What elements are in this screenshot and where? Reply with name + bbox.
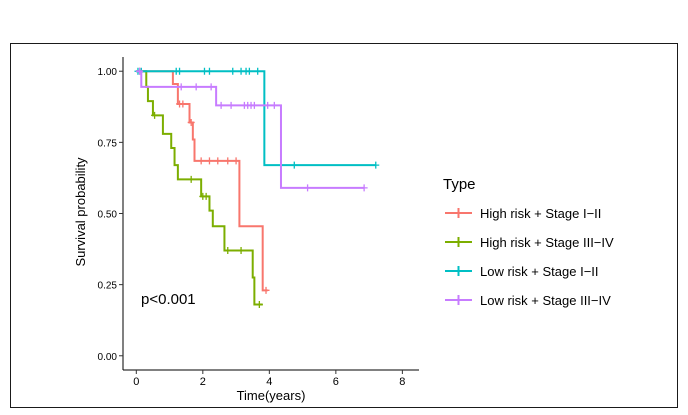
censor-mark (177, 83, 185, 91)
censor-mark (250, 101, 258, 109)
survival-series (136, 70, 263, 309)
censor-mark (151, 111, 159, 119)
censor-mark (214, 157, 222, 165)
x-tick-label: 0 (133, 376, 139, 388)
y-tick-label: 0.75 (98, 138, 118, 149)
legend-item: Low risk + Stage III−IV (445, 293, 611, 308)
legend-label: High risk + Stage I−II (480, 206, 601, 221)
censor-mark (176, 67, 184, 75)
legend-label: Low risk + Stage I−II (480, 264, 599, 279)
censor-mark (205, 67, 213, 75)
survival-series (136, 67, 270, 294)
chart-frame: 0.00 0.25 0.50 0.75 1.00 0 2 4 6 8 p<0.001 Time(y… (10, 43, 678, 408)
legend-key-cross (454, 237, 463, 247)
censor-mark (372, 161, 380, 169)
x-tick-label: 6 (333, 376, 339, 388)
censor-mark (202, 192, 210, 200)
censor-mark (304, 184, 312, 192)
censor-mark (224, 157, 232, 165)
legend-title: Type (443, 176, 476, 193)
legend-item: High risk + Stage III−IV (445, 235, 614, 250)
survival-curve (136, 70, 268, 292)
survival-curves (134, 67, 380, 309)
censor-mark (136, 67, 144, 75)
km-chart: 0.00 0.25 0.50 0.75 1.00 0 2 4 6 8 p<0.001 Time(y… (73, 57, 614, 403)
censor-mark (264, 101, 272, 109)
legend-item: Low risk + Stage I−II (445, 264, 599, 279)
censor-mark (192, 83, 200, 91)
legend-key-cross (454, 266, 463, 276)
censor-mark (227, 101, 235, 109)
censor-mark (187, 175, 195, 183)
censor-mark (207, 83, 215, 91)
censor-mark (360, 184, 368, 192)
y-tick-label: 1.00 (98, 67, 118, 78)
x-tick-label: 4 (266, 376, 272, 388)
y-tick-label: 0.25 (98, 281, 118, 292)
censor-mark (197, 157, 205, 165)
censor-mark (224, 246, 232, 254)
survival-series (136, 67, 368, 192)
y-tick-label: 0.00 (98, 352, 118, 363)
x-axis-label: Time(years) (237, 388, 306, 403)
legend-label: High risk + Stage III−IV (480, 235, 614, 250)
y-axis-label: Survival probability (73, 157, 88, 267)
legend-key-cross (454, 295, 463, 305)
censor-mark (237, 246, 245, 254)
x-tick-label: 2 (200, 376, 206, 388)
censor-mark (205, 157, 213, 165)
censor-mark (245, 67, 253, 75)
survival-series (134, 67, 380, 169)
p-value-annotation: p<0.001 (141, 291, 196, 308)
survival-curve (136, 70, 376, 167)
axes: 0.00 0.25 0.50 0.75 1.00 0 2 4 6 8 (98, 57, 419, 388)
censor-mark (254, 67, 262, 75)
x-tick-label: 8 (399, 376, 405, 388)
legend: Type High risk + Stage I−II High risk + S… (443, 176, 614, 308)
y-tick-label: 0.50 (98, 210, 118, 221)
survival-curve (136, 70, 365, 189)
censor-mark (187, 118, 195, 126)
censor-mark (179, 100, 187, 108)
censor-mark (255, 301, 263, 309)
legend-item: High risk + Stage I−II (445, 206, 601, 221)
censor-mark (232, 157, 240, 165)
censor-mark (217, 101, 225, 109)
legend-label: Low risk + Stage III−IV (480, 293, 611, 308)
censor-mark (270, 101, 278, 109)
censor-mark (229, 67, 237, 75)
censor-mark (262, 286, 270, 294)
legend-key-cross (454, 208, 463, 218)
censor-mark (290, 161, 298, 169)
